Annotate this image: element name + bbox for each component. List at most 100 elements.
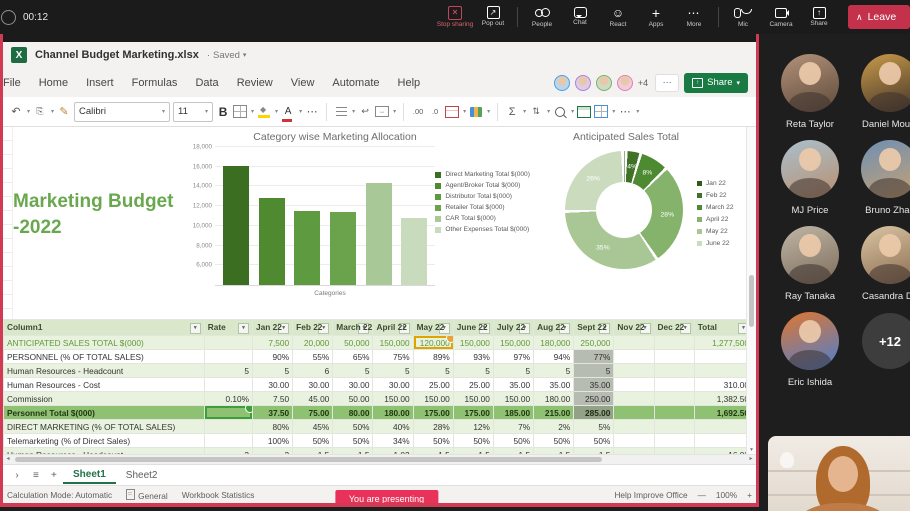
filter-icon[interactable]: ▾ [438, 322, 450, 334]
cell[interactable]: 5 [412, 363, 454, 378]
ribbon-more-icon[interactable]: ⋯ [619, 106, 631, 118]
chevron-down-icon[interactable]: ▾ [393, 109, 397, 115]
row-label-cell[interactable]: Human Resources - Headcount [3, 363, 205, 378]
chevron-down-icon[interactable]: ▾ [487, 109, 491, 115]
alignment-icon[interactable] [334, 104, 348, 120]
cell[interactable]: 150.00 [372, 391, 414, 406]
cell[interactable]: 12% [452, 419, 494, 434]
cell[interactable]: 180.00 [372, 405, 414, 420]
cell[interactable]: 93% [452, 349, 494, 364]
cell[interactable]: 80% [251, 419, 294, 434]
cell[interactable]: 50,000 [332, 335, 374, 350]
rate-cell[interactable]: 0.10% [203, 391, 253, 406]
search-icon[interactable] [553, 104, 567, 120]
cell[interactable]: 180.00 [533, 391, 575, 406]
cell[interactable]: 50% [533, 433, 575, 448]
cell[interactable]: 175.00 [412, 405, 454, 420]
cell[interactable]: 97% [492, 349, 535, 364]
cell[interactable] [613, 349, 655, 364]
horizontal-scroll-thumb[interactable] [15, 457, 603, 462]
column-header[interactable]: ▾ Jan 22 [251, 319, 294, 336]
cell[interactable]: 50% [452, 433, 494, 448]
scroll-down-icon[interactable]: ▾ [750, 447, 753, 453]
cell[interactable]: 35.00 [573, 377, 615, 392]
filter-icon[interactable]: ▾ [237, 322, 249, 334]
row-label-cell[interactable]: Personnel Total $(000) [3, 405, 205, 420]
cell[interactable]: 120,000 [412, 335, 454, 350]
cell[interactable]: 50.00 [332, 391, 374, 406]
total-cell[interactable]: 1,277,500 [693, 335, 754, 350]
calc-mode-status[interactable]: Calculation Mode: Automatic [7, 489, 113, 500]
menu-item-data[interactable]: Data [186, 68, 227, 97]
chevron-down-icon[interactable]: ▾ [299, 109, 303, 115]
cell[interactable]: 50% [292, 433, 334, 448]
menu-item-view[interactable]: View [282, 68, 324, 97]
total-cell[interactable]: 1,692.50 [693, 405, 754, 420]
zoom-level[interactable]: 100% [715, 489, 738, 500]
cell[interactable] [613, 419, 655, 434]
workbook-statistics[interactable]: Workbook Statistics [181, 489, 255, 500]
font-overflow-icon[interactable]: ⋯ [306, 106, 318, 118]
cell[interactable]: 90% [251, 349, 294, 364]
chevron-down-icon[interactable]: ▾ [547, 109, 551, 115]
column-header[interactable]: ▾ May 22 [412, 319, 454, 336]
sheet-list-icon[interactable]: ≡ [27, 469, 43, 482]
vertical-scrollbar[interactable]: ▾ [746, 127, 756, 455]
share-button[interactable]: ↑ Share [800, 0, 838, 34]
filter-icon[interactable]: ▾ [599, 322, 611, 334]
people-button[interactable]: People [523, 0, 561, 34]
chevron-down-icon[interactable]: ▾ [352, 109, 356, 115]
row-label-cell[interactable]: Telemarketing (% of Direct Sales) [3, 433, 205, 448]
cell[interactable] [653, 405, 695, 420]
menu-item-file[interactable]: File [3, 68, 30, 97]
decrease-decimal-icon[interactable]: .0 [431, 107, 439, 116]
filter-icon[interactable]: ▾ [478, 322, 490, 334]
fill-color-icon[interactable] [257, 104, 271, 120]
total-cell[interactable] [693, 433, 754, 448]
cell[interactable]: 50% [412, 433, 454, 448]
cell[interactable]: 7% [492, 419, 535, 434]
font-name-select[interactable]: Calibri ▾ [74, 101, 171, 122]
scroll-right-icon[interactable]: ▸ [749, 456, 753, 462]
bold-button[interactable]: B [218, 104, 228, 119]
cell[interactable] [613, 405, 655, 420]
cell[interactable]: 150,000 [452, 335, 494, 350]
filter-icon[interactable]: ▾ [639, 322, 651, 334]
filter-icon[interactable]: ▾ [679, 322, 691, 334]
total-cell[interactable] [693, 419, 754, 434]
filter-icon[interactable]: ▾ [189, 322, 201, 334]
collaborator-avatar[interactable] [553, 74, 570, 91]
cell[interactable]: 5 [533, 363, 575, 378]
participant-tile[interactable]: Daniel Mouto [850, 54, 910, 130]
cell[interactable]: 45.00 [292, 391, 334, 406]
cell[interactable]: 89% [412, 349, 454, 364]
cell[interactable]: 45% [292, 419, 334, 434]
cell[interactable]: 30.00 [332, 377, 374, 392]
cell[interactable]: 5 [372, 363, 414, 378]
cell[interactable] [613, 363, 655, 378]
chevron-down-icon[interactable]: ▾ [636, 109, 640, 115]
font-size-select[interactable]: 11 ▾ [173, 101, 214, 122]
filter-icon[interactable]: ▾ [278, 322, 290, 334]
column-header[interactable]: ▾ April 22 [372, 319, 414, 336]
cell[interactable]: 5% [573, 419, 615, 434]
cell[interactable]: 5 [452, 363, 494, 378]
table-styles-icon[interactable] [577, 104, 592, 120]
cell[interactable]: 30.00 [292, 377, 334, 392]
number-format-status[interactable]: General [126, 488, 168, 501]
cell[interactable] [653, 363, 695, 378]
cell[interactable]: 55% [292, 349, 334, 364]
cell[interactable] [653, 433, 695, 448]
chat-button[interactable]: Chat [561, 0, 599, 34]
cell[interactable]: 250,000 [573, 335, 615, 350]
participant-tile[interactable]: Bruno Zhao [850, 140, 910, 216]
chevron-down-icon[interactable]: ▾ [275, 109, 279, 115]
cell[interactable]: 34% [372, 433, 414, 448]
cell[interactable]: 5 [573, 363, 615, 378]
cell[interactable]: 50% [332, 433, 374, 448]
zoom-in-button[interactable]: + [747, 489, 752, 500]
borders-icon[interactable] [233, 104, 248, 120]
cell[interactable]: 5 [332, 363, 374, 378]
autosum-icon[interactable]: Σ [508, 105, 516, 118]
wrap-text-icon[interactable]: ↩ [361, 106, 369, 116]
